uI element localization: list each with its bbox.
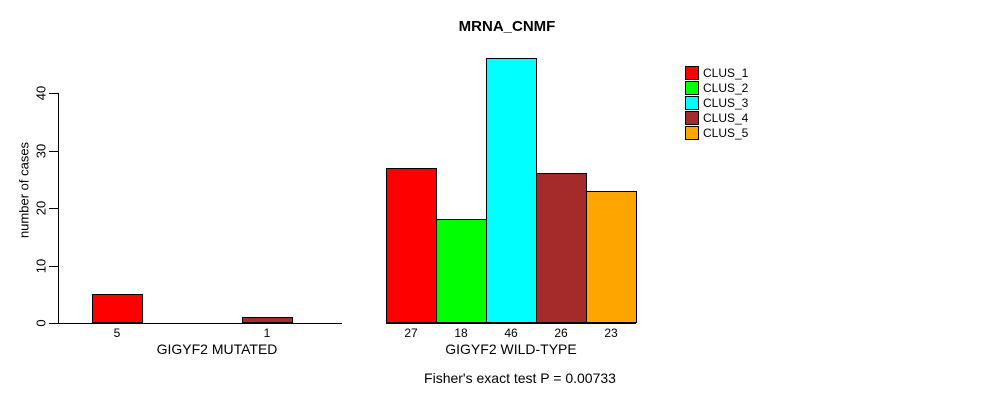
fisher-test-caption: Fisher's exact test P = 0.00733 [424, 370, 616, 386]
bar-value-label: 27 [404, 326, 418, 340]
legend-swatch [685, 65, 699, 80]
y-tick-label: 0 [33, 319, 49, 327]
legend-swatch [685, 95, 699, 110]
legend-label: CLUS_2 [703, 80, 749, 95]
bar [486, 58, 537, 323]
y-tick-label: 20 [33, 200, 49, 216]
legend-item: CLUS_4 [685, 110, 748, 125]
legend-item: CLUS_2 [685, 80, 748, 95]
bar [242, 317, 293, 323]
legend-item: CLUS_3 [685, 95, 748, 110]
y-tick-label: 30 [33, 143, 49, 159]
y-tick-label: 10 [33, 258, 49, 274]
legend-item: CLUS_5 [685, 125, 748, 140]
legend-label: CLUS_3 [703, 95, 749, 110]
x-baseline [386, 323, 636, 324]
bar [536, 173, 587, 323]
legend-swatch [685, 125, 699, 140]
y-tick [49, 208, 58, 209]
legend-item: CLUS_1 [685, 65, 748, 80]
bar [436, 219, 487, 323]
bar-value-label: 18 [454, 326, 468, 340]
chart-title: MRNA_CNMF [458, 18, 556, 35]
bar-value-label: 5 [113, 326, 121, 340]
x-baseline [58, 323, 342, 324]
bar-value-label: 23 [604, 326, 618, 340]
legend-swatch [685, 80, 699, 95]
y-tick-label: 40 [33, 85, 49, 101]
legend-label: CLUS_1 [703, 65, 749, 80]
legend-swatch [685, 110, 699, 125]
y-axis-line [58, 93, 59, 324]
legend: CLUS_1 CLUS_2 CLUS_3 CLUS_4 CLUS_5 [685, 65, 748, 140]
y-tick [49, 266, 58, 267]
bar [586, 191, 637, 323]
y-tick [49, 151, 58, 152]
bar-value-label: 46 [504, 326, 518, 340]
y-tick [49, 323, 58, 324]
x-group-label: GIGYF2 WILD-TYPE [445, 341, 577, 357]
bar-value-label: 1 [263, 326, 271, 340]
legend-label: CLUS_4 [703, 110, 749, 125]
legend-label: CLUS_5 [703, 125, 749, 140]
bar [92, 294, 143, 323]
bar [386, 168, 437, 323]
x-group-label: GIGYF2 MUTATED [156, 341, 278, 357]
bar-value-label: 26 [554, 326, 568, 340]
y-tick [49, 93, 58, 94]
